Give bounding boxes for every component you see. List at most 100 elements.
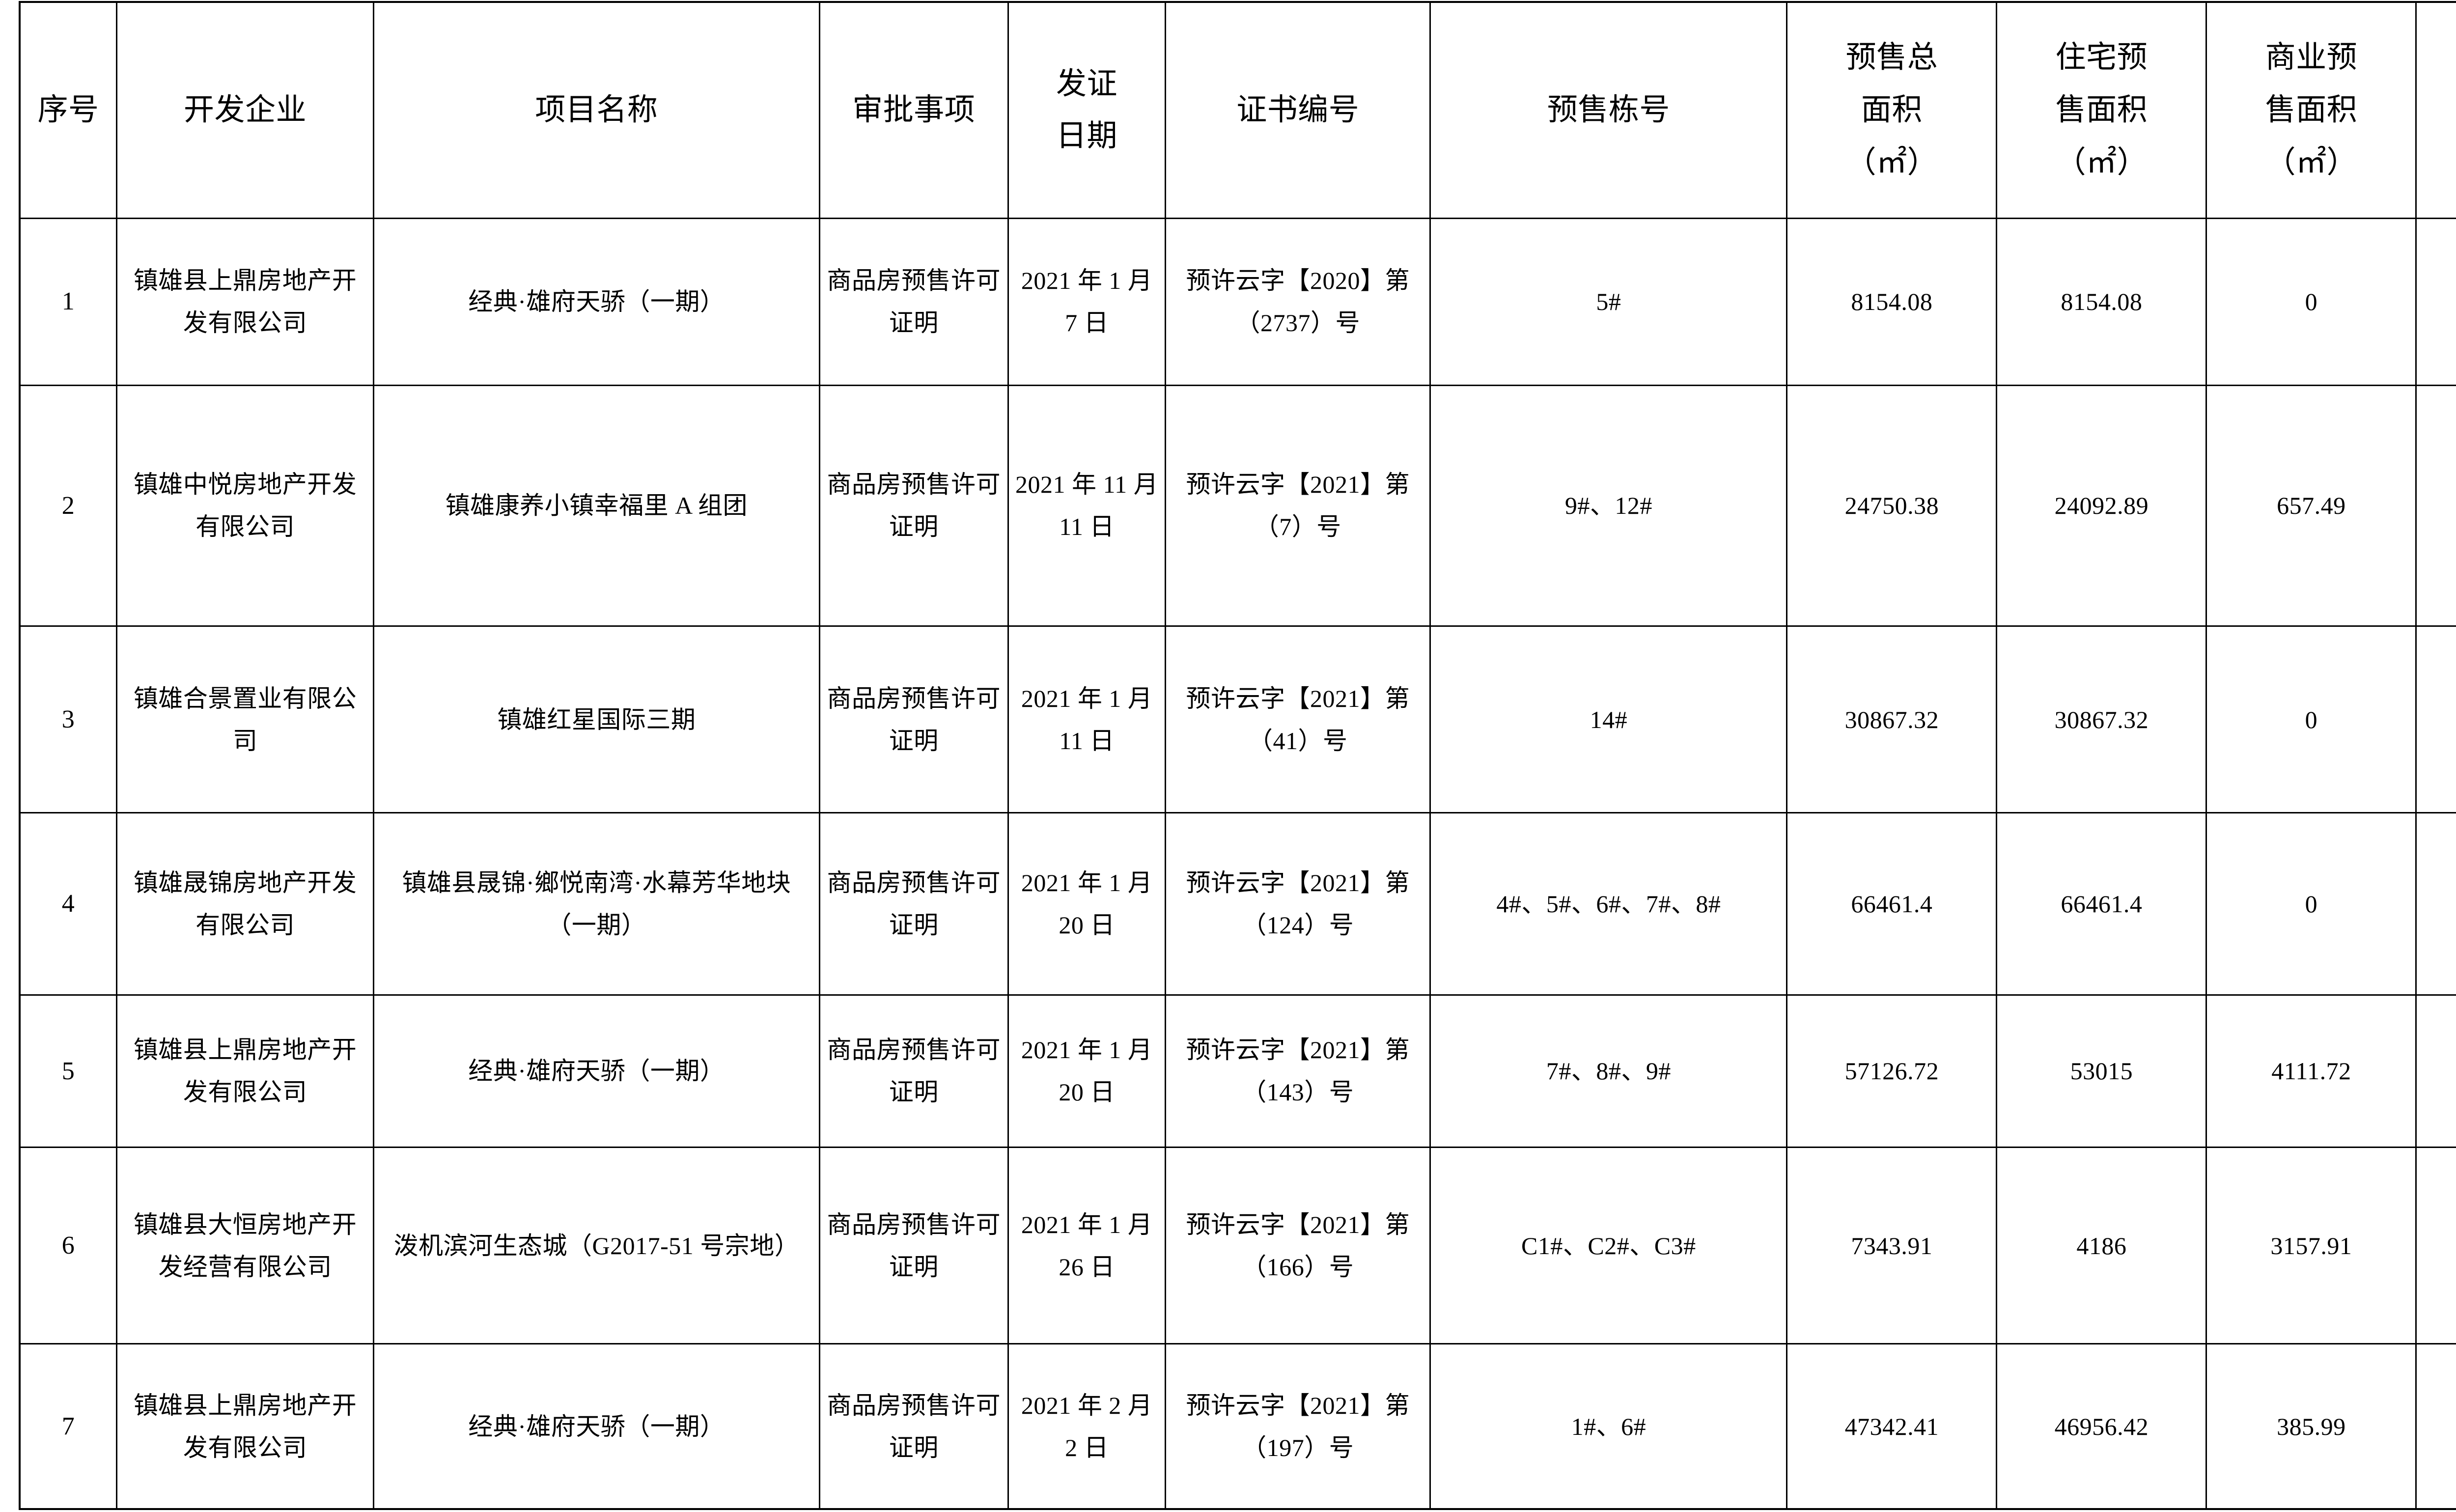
table-row: 2 镇雄中悦房地产开发有限公司 镇雄康养小镇幸福里 A 组团 商品房预售许可证明…	[19, 384, 2456, 627]
cell-total-area: 57126.72	[1786, 994, 1998, 1148]
table-row: 1 镇雄县上鼎房地产开发有限公司 经典·雄府天骄（一期） 商品房预售许可证明 2…	[19, 217, 2456, 386]
cell-residential-area: 53015	[1996, 994, 2207, 1148]
cell-index: 1	[19, 217, 117, 386]
cell-remark	[2415, 994, 2456, 1148]
cell-company: 镇雄合景置业有限公司	[115, 625, 375, 814]
cell-remark	[2415, 625, 2456, 814]
cell-commercial-area: 3157.91	[2205, 1146, 2417, 1345]
cell-commercial-area: 0	[2205, 217, 2417, 386]
column-header-date: 发证 日期	[1007, 1, 1167, 219]
cell-index: 4	[19, 812, 117, 996]
cell-company: 镇雄中悦房地产开发有限公司	[115, 384, 375, 627]
table-row: 5 镇雄县上鼎房地产开发有限公司 经典·雄府天骄（一期） 商品房预售许可证明 2…	[19, 994, 2456, 1148]
cell-company: 镇雄县上鼎房地产开发有限公司	[115, 1343, 375, 1510]
cell-commercial-area: 4111.72	[2205, 994, 2417, 1148]
cell-commercial-area: 657.49	[2205, 384, 2417, 627]
cell-residential-area: 8154.08	[1996, 217, 2207, 386]
table-body: 1 镇雄县上鼎房地产开发有限公司 经典·雄府天骄（一期） 商品房预售许可证明 2…	[19, 217, 2456, 1510]
cell-index: 2	[19, 384, 117, 627]
cell-matter: 商品房预售许可证明	[818, 625, 1009, 814]
table-row: 3 镇雄合景置业有限公司 镇雄红星国际三期 商品房预售许可证明 2021 年 1…	[19, 625, 2456, 814]
cell-date: 2021 年 1 月 11 日	[1007, 625, 1167, 814]
cell-index: 6	[19, 1146, 117, 1345]
cell-project: 镇雄康养小镇幸福里 A 组团	[373, 384, 820, 627]
cell-date: 2021 年 1 月 20 日	[1007, 994, 1167, 1148]
column-header-index: 序号	[19, 1, 117, 219]
cell-building: 14#	[1429, 625, 1788, 814]
column-header-matter: 审批事项	[818, 1, 1009, 219]
cell-remark	[2415, 1146, 2456, 1345]
cell-commercial-area: 0	[2205, 812, 2417, 996]
cell-total-area: 47342.41	[1786, 1343, 1998, 1510]
cell-remark	[2415, 217, 2456, 386]
cell-remark	[2415, 812, 2456, 996]
column-header-total-area: 预售总 面积 （㎡）	[1786, 1, 1998, 219]
cell-company: 镇雄县大恒房地产开发经营有限公司	[115, 1146, 375, 1345]
cell-building: C1#、C2#、C3#	[1429, 1146, 1788, 1345]
table-row: 6 镇雄县大恒房地产开发经营有限公司 泼机滨河生态城（G2017-51 号宗地）…	[19, 1146, 2456, 1345]
cell-date: 2021 年 2 月 2 日	[1007, 1343, 1167, 1510]
cell-date: 2021 年 11 月 11 日	[1007, 384, 1167, 627]
cell-total-area: 30867.32	[1786, 625, 1998, 814]
cell-project: 经典·雄府天骄（一期）	[373, 1343, 820, 1510]
cell-matter: 商品房预售许可证明	[818, 1343, 1009, 1510]
column-header-project: 项目名称	[373, 1, 820, 219]
column-header-commercial-area: 商业预 售面积 （㎡）	[2205, 1, 2417, 219]
cell-matter: 商品房预售许可证明	[818, 384, 1009, 627]
header-row: 序号 开发企业 项目名称 审批事项 发证 日期 证书编号 预售栋号 预售总 面积…	[19, 1, 2456, 219]
cell-index: 3	[19, 625, 117, 814]
cell-date: 2021 年 1 月 26 日	[1007, 1146, 1167, 1345]
cell-project: 镇雄县晟锦·鄉悦南湾·水幕芳华地块（一期）	[373, 812, 820, 996]
cell-building: 7#、8#、9#	[1429, 994, 1788, 1148]
cell-project: 镇雄红星国际三期	[373, 625, 820, 814]
cell-project: 经典·雄府天骄（一期）	[373, 994, 820, 1148]
cell-residential-area: 66461.4	[1996, 812, 2207, 996]
cell-total-area: 8154.08	[1786, 217, 1998, 386]
cell-certno: 预许云字【2021】第（41）号	[1165, 625, 1431, 814]
column-header-certno: 证书编号	[1165, 1, 1431, 219]
table-row: 7 镇雄县上鼎房地产开发有限公司 经典·雄府天骄（一期） 商品房预售许可证明 2…	[19, 1343, 2456, 1510]
cell-certno: 预许云字【2021】第（124）号	[1165, 812, 1431, 996]
table-header: 序号 开发企业 项目名称 审批事项 发证 日期 证书编号 预售栋号 预售总 面积…	[19, 1, 2456, 219]
cell-certno: 预许云字【2020】第（2737）号	[1165, 217, 1431, 386]
cell-index: 5	[19, 994, 117, 1148]
cell-building: 5#	[1429, 217, 1788, 386]
presale-permit-table: 序号 开发企业 项目名称 审批事项 发证 日期 证书编号 预售栋号 预售总 面积…	[19, 1, 2456, 1510]
cell-company: 镇雄县上鼎房地产开发有限公司	[115, 994, 375, 1148]
column-header-building: 预售栋号	[1429, 1, 1788, 219]
cell-total-area: 7343.91	[1786, 1146, 1998, 1345]
cell-building: 9#、12#	[1429, 384, 1788, 627]
cell-residential-area: 24092.89	[1996, 384, 2207, 627]
cell-company: 镇雄晟锦房地产开发有限公司	[115, 812, 375, 996]
cell-remark	[2415, 1343, 2456, 1510]
cell-project: 经典·雄府天骄（一期）	[373, 217, 820, 386]
cell-remark	[2415, 384, 2456, 627]
cell-company: 镇雄县上鼎房地产开发有限公司	[115, 217, 375, 386]
cell-certno: 预许云字【2021】第（197）号	[1165, 1343, 1431, 1510]
cell-building: 4#、5#、6#、7#、8#	[1429, 812, 1788, 996]
cell-total-area: 66461.4	[1786, 812, 1998, 996]
column-header-residential-area: 住宅预 售面积 （㎡）	[1996, 1, 2207, 219]
cell-matter: 商品房预售许可证明	[818, 812, 1009, 996]
cell-index: 7	[19, 1343, 117, 1510]
cell-date: 2021 年 1 月 20 日	[1007, 812, 1167, 996]
cell-date: 2021 年 1 月 7 日	[1007, 217, 1167, 386]
cell-commercial-area: 0	[2205, 625, 2417, 814]
cell-total-area: 24750.38	[1786, 384, 1998, 627]
cell-matter: 商品房预售许可证明	[818, 1146, 1009, 1345]
cell-project: 泼机滨河生态城（G2017-51 号宗地）	[373, 1146, 820, 1345]
cell-residential-area: 4186	[1996, 1146, 2207, 1345]
cell-matter: 商品房预售许可证明	[818, 994, 1009, 1148]
cell-matter: 商品房预售许可证明	[818, 217, 1009, 386]
table-row: 4 镇雄晟锦房地产开发有限公司 镇雄县晟锦·鄉悦南湾·水幕芳华地块（一期） 商品…	[19, 812, 2456, 996]
cell-certno: 预许云字【2021】第（143）号	[1165, 994, 1431, 1148]
cell-residential-area: 46956.42	[1996, 1343, 2207, 1510]
column-header-remark: 备注	[2415, 1, 2456, 219]
cell-certno: 预许云字【2021】第（166）号	[1165, 1146, 1431, 1345]
column-header-company: 开发企业	[115, 1, 375, 219]
cell-residential-area: 30867.32	[1996, 625, 2207, 814]
cell-certno: 预许云字【2021】第（7）号	[1165, 384, 1431, 627]
cell-commercial-area: 385.99	[2205, 1343, 2417, 1510]
cell-building: 1#、6#	[1429, 1343, 1788, 1510]
